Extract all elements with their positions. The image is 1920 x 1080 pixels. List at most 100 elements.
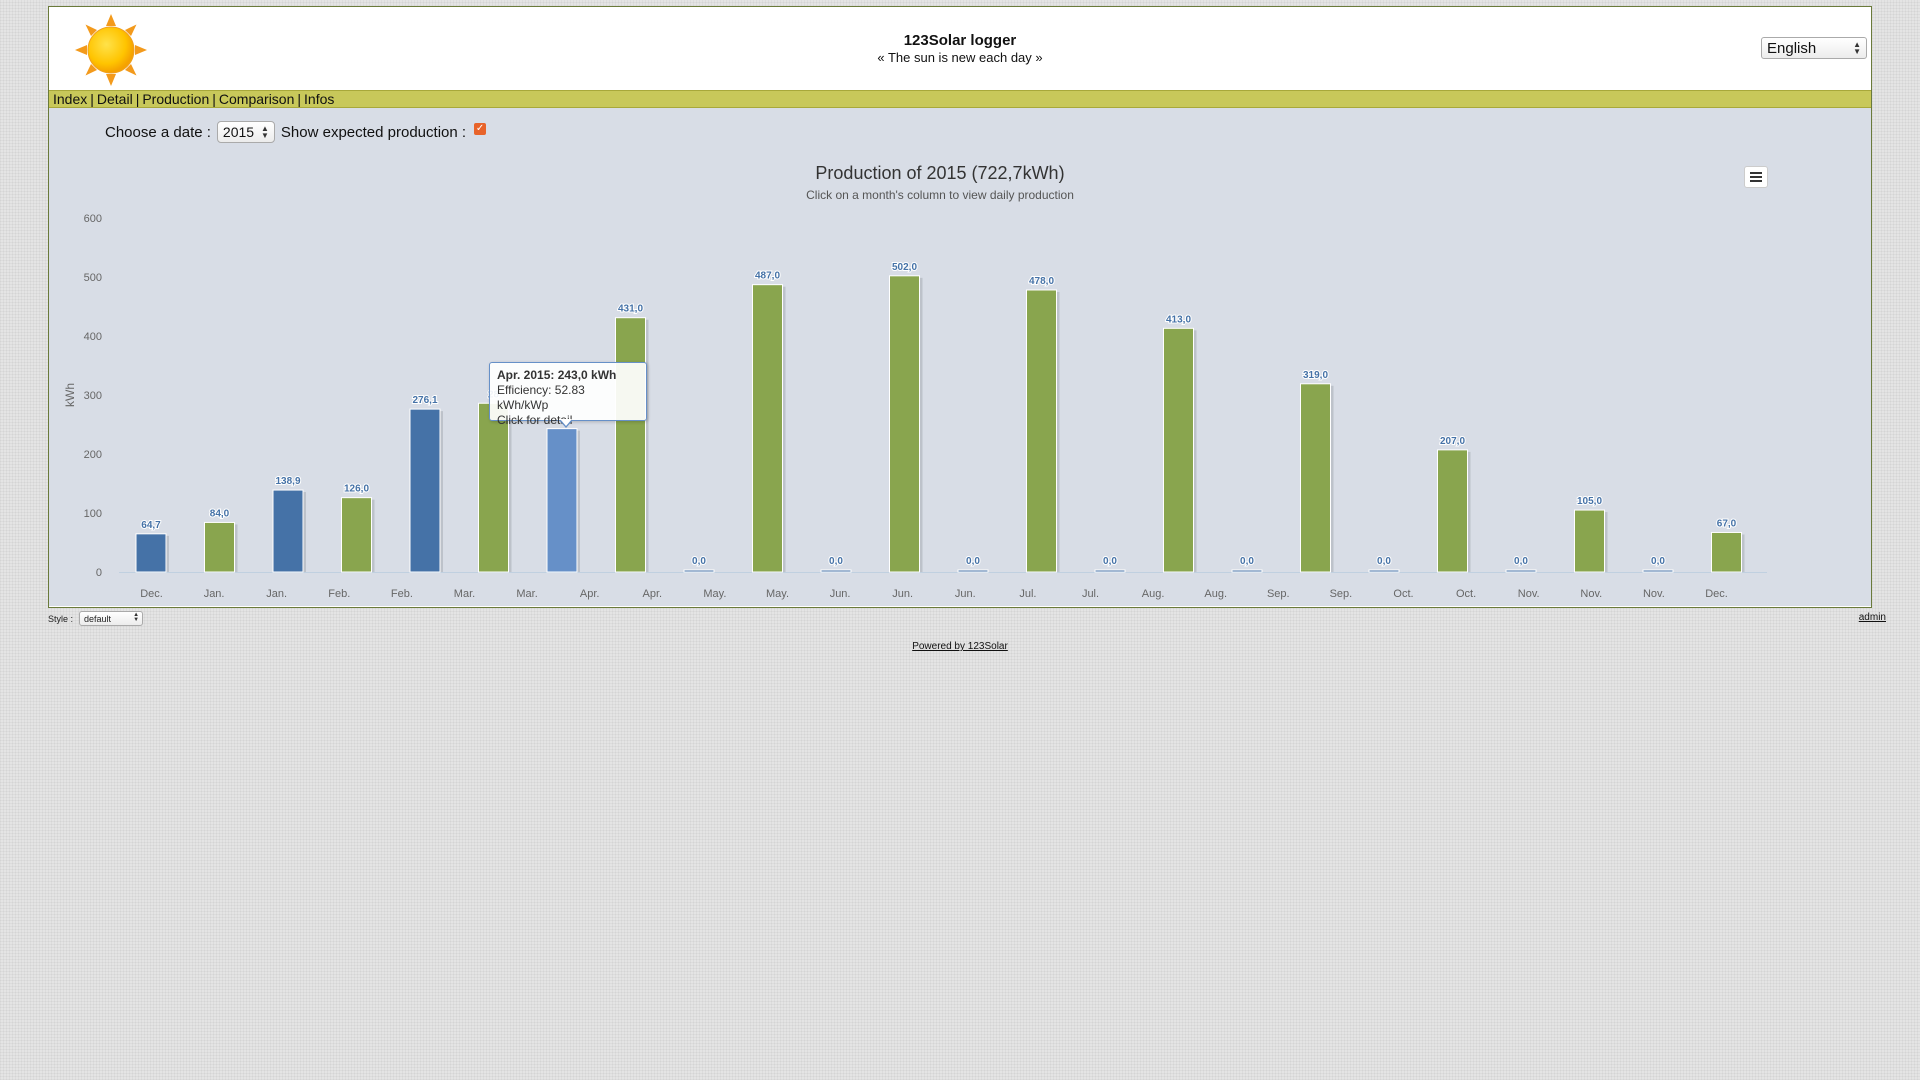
bar-value-label: 0,0 [1514,556,1528,567]
chart-menu-button[interactable] [1744,166,1768,188]
bar-value-label: 431,0 [618,304,643,315]
chart-bar[interactable] [1026,289,1057,573]
x-tick-label: Nov. [1580,588,1602,600]
content-area: Choose a date : 2015 ▲ ▼ Show expected pr… [49,108,1871,606]
x-tick-label: Jan. [204,588,225,600]
tooltip-title: Apr. 2015: 243,0 kWh [497,368,617,382]
chart-bar[interactable] [1094,569,1126,573]
bar-value-label: 502,0 [892,262,917,273]
y-tick-label: 500 [84,272,102,284]
chart-bar[interactable] [478,402,509,573]
chart-bar[interactable] [820,569,852,573]
nav-production[interactable]: Production [142,91,210,107]
bar-value-label: 207,0 [1440,436,1465,447]
select-arrows-icon: ▲ ▼ [133,612,140,623]
expected-production-checkbox[interactable]: ✓ [474,123,487,135]
x-tick-label: Oct. [1393,588,1413,600]
bar-value-label: 276,1 [412,395,437,406]
bar-value-label: 0,0 [692,556,706,567]
chart-bar[interactable] [1437,449,1468,573]
y-axis-label: kWh [63,383,77,407]
nav-infos[interactable]: Infos [304,91,335,107]
x-tick-label: Mar. [516,588,537,600]
chart-bar[interactable] [546,428,578,573]
language-select[interactable]: English ▲ ▼ [1761,37,1867,59]
chart-bar[interactable] [752,284,783,573]
style-value: default [84,614,112,624]
bar-value-label: 487,0 [755,271,780,282]
select-arrows-icon: ▲ ▼ [261,124,269,140]
bar-value-label: 0,0 [1651,556,1665,567]
main-container: 123Solar logger « The sun is new each da… [48,6,1872,608]
chart-bar[interactable] [1231,569,1263,573]
admin-link[interactable]: admin [1858,612,1886,623]
x-tick-label: Jun. [830,588,851,600]
chart-bar[interactable] [957,569,989,573]
bar-value-label: 67,0 [1717,518,1737,529]
x-tick-label: Jun. [892,588,913,600]
nav-index[interactable]: Index [53,91,88,107]
x-tick-label: May. [766,588,789,600]
chart-bar[interactable] [1300,383,1331,573]
x-tick-label: May. [703,588,726,600]
chart-bar[interactable] [615,317,646,573]
year-select[interactable]: 2015 ▲ ▼ [216,121,275,143]
x-tick-label: Sep. [1267,588,1290,600]
nav-detail[interactable]: Detail [96,91,133,107]
x-tick-label: Dec. [1705,588,1728,600]
bar-value-label: 138,9 [275,476,300,487]
bar-value-label: 0,0 [1240,556,1254,567]
bar-value-label: 84,0 [210,508,230,519]
chart-bar[interactable] [889,275,920,573]
chart-bar[interactable] [1368,569,1400,573]
x-tick-label: Aug. [1142,588,1165,600]
style-label: Style : [48,613,74,624]
chart-bar[interactable] [135,533,167,573]
bar-value-label: 319,0 [1303,370,1328,381]
chart-bar[interactable] [683,569,715,573]
nav-separator: | [297,91,302,107]
x-tick-label: Nov. [1643,588,1665,600]
site-subtitle: « The sun is new each day » [877,50,1043,65]
nav-bar: Index | Detail | Production | Comparison | Infos [49,90,1871,108]
y-tick-label: 100 [84,508,102,520]
language-value: English [1767,40,1817,57]
x-tick-label: Feb. [391,588,413,600]
bar-value-label: 0,0 [1103,556,1117,567]
tooltip-efficiency: Efficiency: 52.83 kWh/kWp [497,383,585,412]
bar-value-label: 0,0 [966,556,980,567]
bar-value-label: 105,0 [1577,496,1602,507]
select-arrows-icon: ▲ ▼ [1853,40,1861,56]
chart-bar[interactable] [1505,569,1537,573]
chart-bar[interactable] [1163,327,1194,573]
chart-bar[interactable] [1574,509,1605,573]
header: 123Solar logger « The sun is new each da… [49,7,1871,90]
chart-bar[interactable] [1711,531,1742,573]
chart-bar[interactable] [409,408,441,573]
x-tick-label: Mar. [454,588,475,600]
chart-bar[interactable] [204,521,235,573]
date-label: Choose a date : [105,123,211,141]
x-tick-label: Apr. [580,588,600,600]
x-tick-label: Nov. [1518,588,1540,600]
year-value: 2015 [222,124,255,140]
x-tick-label: Jul. [1082,588,1099,600]
style-select[interactable]: default ▲ ▼ [79,611,144,626]
x-tick-label: Jun. [955,588,976,600]
sun-logo-icon [75,14,147,86]
bar-value-label: 126,0 [344,484,369,495]
bar-value-label: 0,0 [1377,556,1391,567]
chart-bar[interactable] [1642,569,1674,573]
nav-comparison[interactable]: Comparison [218,91,295,107]
powered-by-link[interactable]: Powered by 123Solar [912,641,1008,652]
bar-value-label: 478,0 [1029,276,1054,287]
chart-subtitle: Click on a month's column to view daily … [806,188,1074,202]
x-tick-label: Jan. [266,588,287,600]
nav-separator: | [135,91,140,107]
y-tick-label: 400 [84,331,102,343]
chart-bar[interactable] [341,497,372,573]
style-selector: Style : default ▲ ▼ [48,611,144,626]
powered-by: Powered by 123Solar [0,641,1920,652]
chart-title: Production of 2015 (722,7kWh) [815,163,1065,183]
chart-bar[interactable] [272,489,304,573]
